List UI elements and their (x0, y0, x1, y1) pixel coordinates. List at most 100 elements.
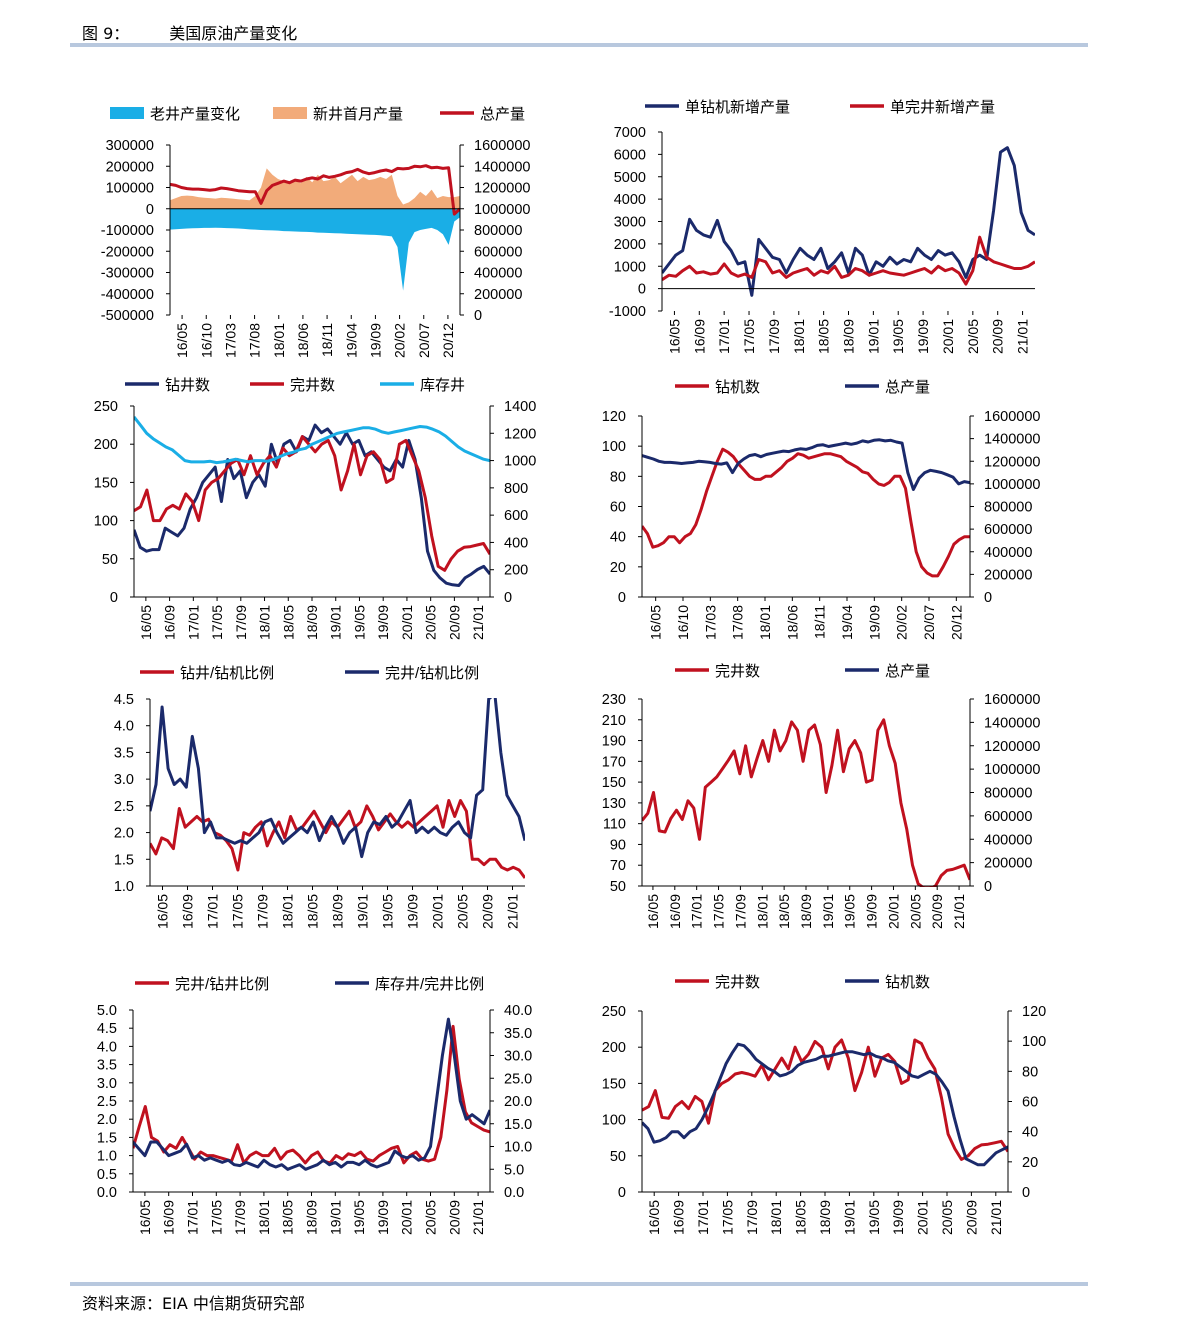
x-tick-label: 19/09 (866, 605, 882, 640)
x-tick-label: 16/05 (174, 323, 190, 358)
x-tick-label: 18/06 (784, 605, 800, 640)
x-tick-label: 17/05 (741, 319, 757, 354)
x-tick-label: 20/09 (963, 1200, 979, 1235)
y-tick-label-right: 200 (504, 563, 528, 579)
y-tick-label-left: 2.0 (114, 826, 134, 842)
y-tick-label-left: 80 (610, 469, 626, 485)
x-tick-label: 19/09 (367, 323, 383, 358)
x-tick-label: 19/05 (351, 1200, 367, 1235)
y-tick-label-left: 200 (94, 437, 118, 453)
plot-area (662, 146, 1035, 297)
x-tick-label: 18/01 (768, 1200, 784, 1235)
x-tick-label: 16/05 (648, 605, 664, 640)
x-tick-label: 18/01 (271, 323, 287, 358)
figure-label: 图 9： (82, 24, 130, 43)
y-tick-label-right: 600000 (984, 809, 1032, 825)
legend-label: 完井数 (290, 377, 335, 394)
y-tick-label-left: 50 (610, 1149, 626, 1165)
x-tick-label: 17/09 (744, 1200, 760, 1235)
y-tick-label-left: 70 (610, 858, 626, 874)
y-tick-label-left: 1.0 (97, 1149, 117, 1165)
line-series-2 (170, 164, 460, 216)
line-series-1 (642, 1042, 1008, 1167)
x-tick-label: 20/05 (423, 1200, 439, 1235)
legend-label: 单钻机新增产量 (685, 99, 790, 116)
x-tick-label: 19/05 (842, 894, 858, 929)
x-tick-label: 18/01 (280, 894, 296, 929)
x-tick-label: 16/05 (137, 1200, 153, 1235)
x-tick-label: 18/11 (319, 323, 335, 357)
x-tick-label: 20/12 (440, 323, 456, 358)
x-tick-label: 17/05 (230, 894, 246, 929)
x-tick-label: 19/05 (351, 605, 367, 640)
x-tick-label: 18/09 (304, 1200, 320, 1235)
x-tick-label: 21/01 (951, 894, 967, 929)
x-tick-label: 16/09 (671, 1200, 687, 1235)
x-tick-label: 19/09 (405, 894, 421, 929)
x-tick-label: 17/08 (247, 323, 263, 358)
x-tick-label: 18/09 (817, 1200, 833, 1235)
x-tick-label: 19/01 (841, 1200, 857, 1235)
y-tick-label-right: 20.0 (504, 1094, 532, 1110)
y-tick-label-right: 0 (504, 590, 512, 606)
x-tick-label: 18/06 (295, 323, 311, 358)
line-series-1 (133, 1017, 490, 1171)
y-tick-label-left: 2.5 (97, 1094, 117, 1110)
x-tick-label: 16/05 (666, 319, 682, 354)
x-tick-label: 17/05 (208, 1200, 224, 1235)
y-tick-label-right: 40.0 (504, 1003, 532, 1019)
y-tick-label-right: 200000 (984, 567, 1032, 583)
y-tick-label-right: 0 (984, 879, 992, 895)
y-tick-label-right: 25.0 (504, 1071, 532, 1087)
y-tick-label-left: 200 (602, 1040, 626, 1056)
x-tick-label: 19/04 (839, 605, 855, 640)
x-tick-label: 19/09 (375, 605, 391, 640)
y-tick-label-right: 600000 (474, 244, 522, 260)
y-tick-label-left: 0 (618, 1185, 626, 1201)
x-tick-label: 18/05 (280, 1200, 296, 1235)
y-tick-label-left: 60 (610, 500, 626, 516)
legend-label: 库存井 (420, 377, 465, 394)
plot-area (170, 164, 460, 291)
x-tick-label: 17/05 (719, 1200, 735, 1235)
top-divider (70, 43, 1088, 47)
line-series-1 (134, 435, 490, 572)
x-tick-label: 21/01 (505, 894, 521, 929)
y-tick-label-right: 10.0 (504, 1140, 532, 1156)
x-tick-label: 20/01 (399, 605, 415, 640)
x-tick-label: 21/01 (470, 605, 486, 640)
y-tick-label-right: 200000 (984, 856, 1032, 872)
y-tick-label-left: 40 (610, 530, 626, 546)
x-tick-label: 20/01 (430, 894, 446, 929)
y-tick-label-right: 1600000 (474, 138, 530, 154)
plot-area (642, 438, 970, 578)
y-tick-label-right: 800000 (474, 223, 522, 239)
x-tick-label: 16/10 (675, 605, 691, 640)
legend-label: 总产量 (885, 379, 930, 396)
x-tick-label: 18/01 (757, 605, 773, 640)
x-tick-label: 18/09 (330, 894, 346, 929)
x-tick-label: 19/09 (864, 894, 880, 929)
x-tick-label: 17/03 (222, 323, 238, 358)
x-tick-label: 19/01 (865, 319, 881, 354)
x-tick-label: 20/12 (948, 605, 964, 640)
x-tick-label: 19/01 (820, 894, 836, 929)
y-tick-label-right: 120 (1022, 1004, 1046, 1020)
x-tick-label: 17/09 (766, 319, 782, 354)
bottom-divider (70, 1282, 1088, 1286)
x-tick-label: 20/09 (446, 605, 462, 640)
y-tick-label-right: 1400000 (474, 159, 530, 175)
y-tick-label-left: 5.0 (97, 1003, 117, 1019)
x-tick-label: 20/07 (921, 605, 937, 640)
x-tick-label: 17/01 (205, 894, 221, 929)
line-series-1 (150, 698, 525, 859)
y-tick-label-left: 150 (602, 775, 626, 791)
line-series-1 (642, 438, 970, 491)
y-tick-label-left: 4.0 (114, 719, 134, 735)
legend-label: 总产量 (885, 663, 930, 680)
legend-swatch (273, 107, 307, 119)
y-tick-label-left: 100 (94, 514, 118, 530)
